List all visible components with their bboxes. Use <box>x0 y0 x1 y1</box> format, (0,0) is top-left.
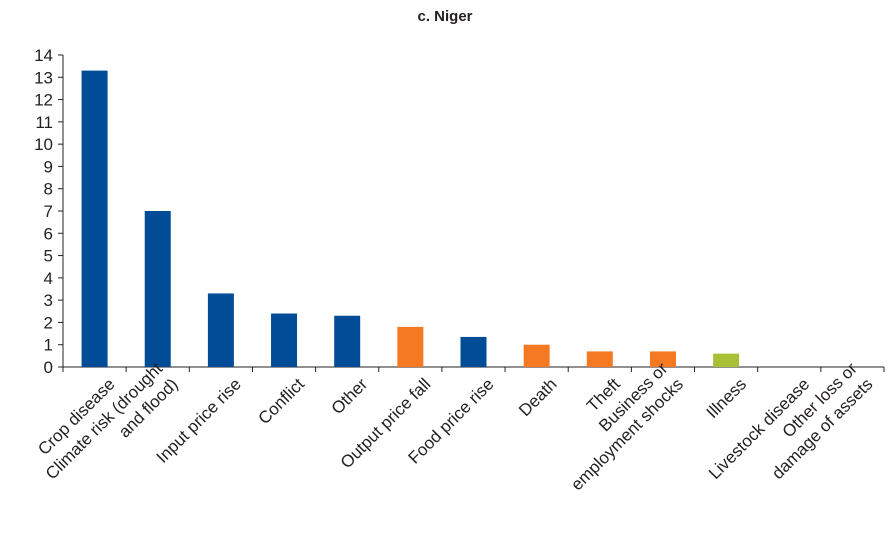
y-tick-label: 3 <box>44 291 53 310</box>
y-tick-label: 8 <box>44 180 53 199</box>
y-tick-label: 0 <box>44 358 53 377</box>
x-category-label-line: Conflict <box>255 374 309 428</box>
y-tick-label: 13 <box>34 68 53 87</box>
bar <box>271 313 298 367</box>
bar <box>649 351 676 367</box>
x-category-label: Death <box>515 375 561 421</box>
y-tick-label: 4 <box>44 269 53 288</box>
y-tick-label: 1 <box>44 336 53 355</box>
x-category-label: Other <box>328 374 372 418</box>
chart-title: c. Niger <box>417 8 473 25</box>
y-tick-label: 10 <box>34 135 53 154</box>
bars <box>81 70 740 367</box>
bar <box>460 336 487 367</box>
x-category-label: Conflict <box>255 374 309 428</box>
y-tick-label: 7 <box>44 202 53 221</box>
y-tick-label: 14 <box>34 46 53 65</box>
bar <box>523 344 550 367</box>
bar <box>81 70 108 367</box>
y-tick-label: 6 <box>44 224 53 243</box>
bar <box>207 293 234 367</box>
x-category-label-line: Illness <box>703 375 751 423</box>
x-category-label: Illness <box>703 375 751 423</box>
bar <box>144 211 171 367</box>
bar <box>713 353 740 367</box>
y-tick-label: 12 <box>34 91 53 110</box>
axes <box>62 55 885 372</box>
bar <box>397 326 424 367</box>
bar <box>586 351 613 367</box>
x-category-label-line: Death <box>515 375 561 421</box>
y-tick-label: 2 <box>44 313 53 332</box>
bar <box>334 315 361 367</box>
y-tick-label: 5 <box>44 247 53 266</box>
y-tick-label: 9 <box>44 157 53 176</box>
y-tick-label: 11 <box>35 113 53 132</box>
x-category-label-line: Other <box>328 374 372 418</box>
